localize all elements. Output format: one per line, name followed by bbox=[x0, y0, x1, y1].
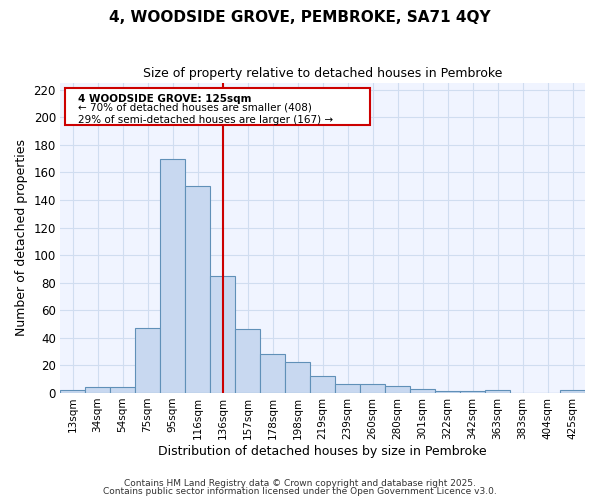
Text: 4, WOODSIDE GROVE, PEMBROKE, SA71 4QY: 4, WOODSIDE GROVE, PEMBROKE, SA71 4QY bbox=[109, 10, 491, 25]
Bar bbox=[110, 387, 135, 392]
Bar bbox=[210, 276, 235, 392]
Y-axis label: Number of detached properties: Number of detached properties bbox=[15, 140, 28, 336]
Bar bbox=[85, 387, 110, 392]
Bar bbox=[185, 186, 210, 392]
Bar bbox=[360, 384, 385, 392]
Text: 29% of semi-detached houses are larger (167) →: 29% of semi-detached houses are larger (… bbox=[79, 114, 334, 124]
Bar bbox=[135, 328, 160, 392]
Text: ← 70% of detached houses are smaller (408): ← 70% of detached houses are smaller (40… bbox=[79, 103, 313, 113]
Text: Contains HM Land Registry data © Crown copyright and database right 2025.: Contains HM Land Registry data © Crown c… bbox=[124, 478, 476, 488]
Text: 4 WOODSIDE GROVE: 125sqm: 4 WOODSIDE GROVE: 125sqm bbox=[79, 94, 252, 104]
Bar bbox=[310, 376, 335, 392]
Text: Contains public sector information licensed under the Open Government Licence v3: Contains public sector information licen… bbox=[103, 487, 497, 496]
Bar bbox=[485, 390, 510, 392]
Title: Size of property relative to detached houses in Pembroke: Size of property relative to detached ho… bbox=[143, 68, 502, 80]
Bar bbox=[410, 388, 435, 392]
Bar bbox=[285, 362, 310, 392]
Bar bbox=[335, 384, 360, 392]
FancyBboxPatch shape bbox=[65, 88, 370, 125]
Bar bbox=[560, 390, 585, 392]
X-axis label: Distribution of detached houses by size in Pembroke: Distribution of detached houses by size … bbox=[158, 444, 487, 458]
Bar bbox=[60, 390, 85, 392]
Bar bbox=[385, 386, 410, 392]
Bar bbox=[160, 158, 185, 392]
Bar bbox=[235, 330, 260, 392]
Bar bbox=[260, 354, 285, 393]
